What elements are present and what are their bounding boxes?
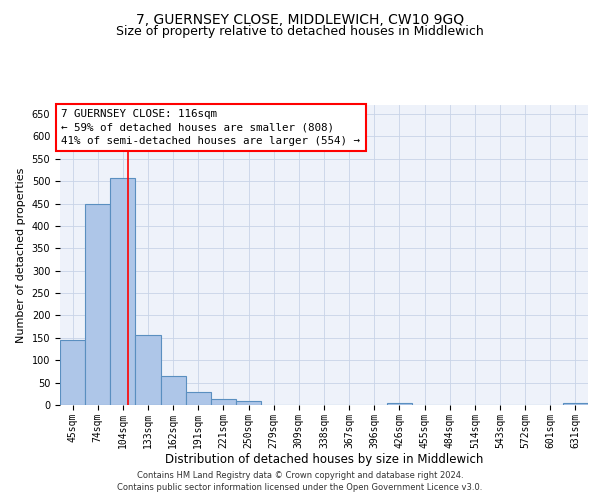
Bar	[60, 340, 85, 405]
Bar	[387, 403, 412, 405]
Text: Contains HM Land Registry data © Crown copyright and database right 2024.
Contai: Contains HM Land Registry data © Crown c…	[118, 471, 482, 492]
Text: Size of property relative to detached houses in Middlewich: Size of property relative to detached ho…	[116, 25, 484, 38]
Bar	[136, 334, 161, 405]
Bar	[236, 402, 261, 405]
Bar	[85, 204, 110, 405]
Bar	[161, 376, 186, 405]
Y-axis label: Number of detached properties: Number of detached properties	[16, 168, 26, 342]
Bar	[186, 392, 211, 405]
Text: 7 GUERNSEY CLOSE: 116sqm
← 59% of detached houses are smaller (808)
41% of semi-: 7 GUERNSEY CLOSE: 116sqm ← 59% of detach…	[61, 110, 360, 146]
Bar	[563, 403, 588, 405]
Bar	[110, 178, 136, 405]
X-axis label: Distribution of detached houses by size in Middlewich: Distribution of detached houses by size …	[165, 454, 483, 466]
Text: 7, GUERNSEY CLOSE, MIDDLEWICH, CW10 9GQ: 7, GUERNSEY CLOSE, MIDDLEWICH, CW10 9GQ	[136, 12, 464, 26]
Bar	[211, 399, 236, 405]
